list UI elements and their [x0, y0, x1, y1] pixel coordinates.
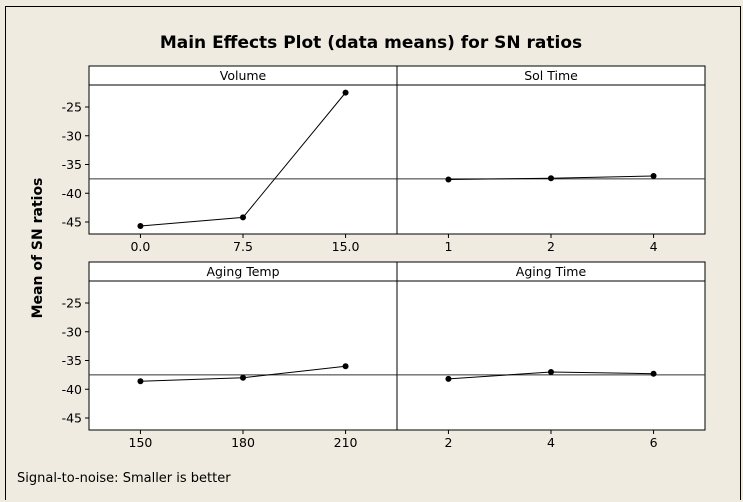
panel-aging-time: Aging Time 2 4 6 — [396, 261, 706, 450]
data-point — [445, 375, 452, 382]
y-tick-label: -45 — [62, 215, 82, 230]
x-tick-label: 7.5 — [233, 239, 253, 254]
data-point — [240, 374, 246, 381]
data-point — [342, 363, 349, 370]
plot-area — [88, 84, 398, 235]
y-tick-label: -45 — [62, 411, 82, 426]
data-point — [137, 223, 144, 230]
y-tick-label: -35 — [62, 157, 82, 172]
x-tick-label: 6 — [650, 435, 658, 450]
panel-sol-time: Sol Time 1 2 4 — [396, 65, 706, 254]
y-tick-label: -40 — [62, 186, 82, 201]
data-point — [342, 89, 349, 96]
x-tick-label: 4 — [650, 239, 658, 254]
panel-aging-temp: Aging Temp -25 -30 -35 -40 -45 150 180 210 — [62, 261, 398, 450]
x-tick-label: 2 — [547, 239, 555, 254]
x-tick-label: 0.0 — [130, 239, 150, 254]
x-tick-label: 150 — [129, 435, 153, 450]
data-point — [240, 214, 246, 221]
panel-title: Aging Time — [516, 264, 587, 279]
plot-area — [396, 280, 706, 431]
x-tick-label: 180 — [231, 435, 255, 450]
y-tick-label: -30 — [62, 128, 82, 143]
x-tick-label: 2 — [444, 435, 452, 450]
data-point — [650, 173, 657, 179]
x-tick-label: 4 — [547, 435, 555, 450]
data-point — [137, 378, 144, 385]
y-tick-label: -35 — [62, 353, 82, 368]
data-point — [548, 369, 554, 375]
panel-volume: Volume -25 -30 -35 -40 -45 0.0 7.5 15.0 — [62, 65, 398, 254]
y-tick-label: -25 — [62, 296, 82, 311]
panel-title: Volume — [220, 68, 267, 83]
data-point — [548, 175, 554, 182]
plot-area — [88, 280, 398, 431]
chart-title: Main Effects Plot (data means) for SN ra… — [160, 33, 582, 53]
x-tick-label: 210 — [334, 435, 358, 450]
chart-frame — [5, 6, 741, 500]
data-point — [650, 370, 657, 377]
footnote: Signal-to-noise: Smaller is better — [17, 471, 231, 486]
x-tick-label: 15.0 — [332, 239, 360, 254]
y-tick-label: -25 — [62, 100, 82, 115]
y-axis-label: Mean of SN ratios — [30, 178, 46, 319]
panel-title: Aging Temp — [206, 264, 279, 279]
x-tick-label: 1 — [444, 239, 452, 254]
y-tick-label: -40 — [62, 382, 82, 397]
y-tick-label: -30 — [62, 324, 82, 339]
data-point — [445, 176, 452, 183]
panel-title: Sol Time — [524, 68, 578, 83]
plot-area — [396, 84, 706, 235]
